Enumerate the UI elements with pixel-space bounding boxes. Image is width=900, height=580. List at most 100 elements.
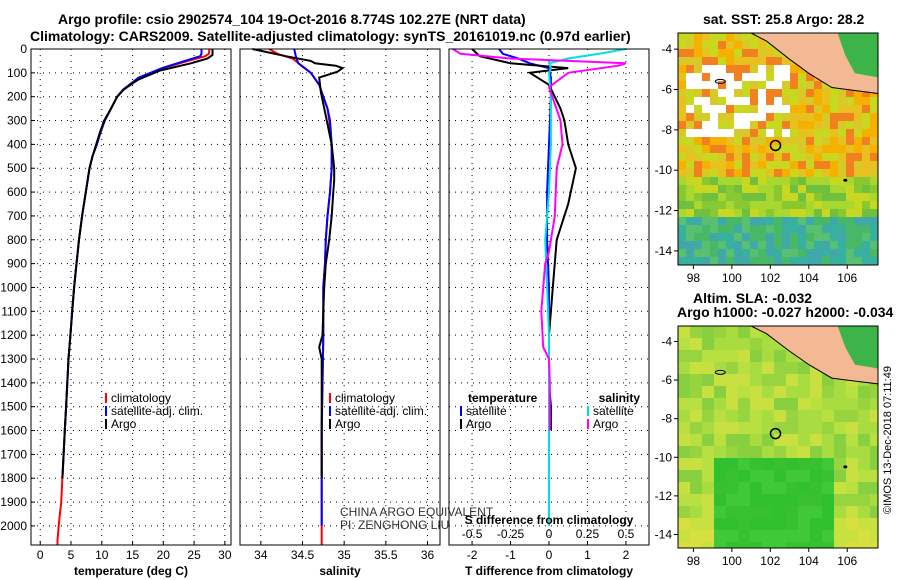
sla_map-cell [762,458,774,470]
sst_map-cell [806,161,814,169]
sst_map-cell [838,105,846,113]
sst_map-cell [870,105,878,113]
sst_map-cell [806,193,814,201]
sst_map-cell [814,137,822,145]
sst_map-cell [742,57,750,65]
sla_map-cell [726,386,738,398]
sla_map-cell [678,422,690,434]
sst_map-xtick-label: 98 [687,271,701,285]
sst_map-cell [686,241,694,249]
difference-s-tick-label: 0.25 [576,527,600,541]
sst_map-cell [782,153,790,161]
sst_map-cell [710,121,718,129]
sst_map-cell [830,209,838,217]
sst_map-cell [734,113,742,121]
sst_map-cell [726,193,734,201]
sst_map-cell [734,49,742,57]
sla_map-cell [786,374,798,386]
sst_map-cell [750,33,758,41]
sla_map-cell [726,374,738,386]
sst_map-cell [806,233,814,241]
sla_map-cell [726,470,738,482]
sst_map-cell [798,257,806,265]
sst_map-cell [822,233,830,241]
sst_map-cell [774,177,782,185]
sst_map-cell [718,209,726,217]
sla_map-cell [738,542,750,548]
sst_map-cell [702,121,710,129]
sla_map-cell [750,494,762,506]
sst_map-cell [846,153,854,161]
sst_map-cell [758,121,766,129]
sla_map-cell [762,410,774,422]
depth-tick-label: 1400 [0,376,27,390]
sst_map-cell [726,201,734,209]
sst_map-cell [758,161,766,169]
sst_map-cell [846,241,854,249]
sst_map-cell [774,169,782,177]
sst_map-cell [726,209,734,217]
sst_map-cell [766,65,774,73]
sst_map-cell [838,209,846,217]
sst_map-cell [846,129,854,137]
depth-tick-label: 1300 [0,352,27,366]
sst_map-cell [798,161,806,169]
sst_map-cell [806,257,814,265]
sst_map-cell [726,57,734,65]
sla_map-cell [702,374,714,386]
sst_map-cell [718,145,726,153]
sst_map-cell [742,89,750,97]
sst_map-cell [782,105,790,113]
sla_map-cell [750,350,762,362]
sst_map-cell [790,97,798,105]
sst_map: 98 100 102 104 106 -4 -6 -8 -10 -12 -14 [655,32,879,285]
depth-tick-label: 1800 [0,471,27,485]
sla_map-cell [870,434,878,446]
sla_map-cell [750,422,762,434]
sst_map-cell [710,241,718,249]
sst_map-cell [798,241,806,249]
sst_map-cell [790,105,798,113]
sst_map-cell [694,49,702,57]
sla_map-cell [714,542,726,548]
imos-credit: ©IMOS 13-Dec-2018 07:11:49 [882,366,894,514]
sst_map-cell [862,249,870,257]
sla_map-cell [678,350,690,362]
sst_map-cell [702,209,710,217]
sst_map-cell [838,89,846,97]
difference-s-tick-label: -0.25 [497,527,525,541]
sst_map-cell [830,153,838,161]
sst_map-cell [766,225,774,233]
sst_map-cell [782,169,790,177]
sst_map-cell [718,49,726,57]
sla_map-cell [834,482,846,494]
sst_map-cell [806,89,814,97]
sla_map-cell [870,410,878,422]
sst_map-cell [734,169,742,177]
sla_map-cell [690,374,702,386]
sst_map-cell [806,121,814,129]
sst_map-cell [678,161,686,169]
sla_map-cell [846,470,858,482]
sst_map-cell [742,145,750,153]
sst_map-cell [718,113,726,121]
sst_map-cell [790,249,798,257]
sla_map-cell [786,410,798,422]
sla_map-cell [690,470,702,482]
sst_map-cell [782,97,790,105]
sst_map-cell [830,257,838,265]
sst_map-cell [694,129,702,137]
sst_map-cell [806,241,814,249]
sst_map-cell [766,81,774,89]
sst_map-cell [806,153,814,161]
sst_map-cell [710,145,718,153]
sst_map-cell [758,153,766,161]
sla_map-cell [702,530,714,542]
temperature-series-2 [61,49,214,479]
sst_map-cell [790,225,798,233]
sst_map-cell [742,113,750,121]
sst_map-cell [766,185,774,193]
sst_map-cell [742,65,750,73]
sst_map-cell [718,97,726,105]
sst_map-cell [846,185,854,193]
